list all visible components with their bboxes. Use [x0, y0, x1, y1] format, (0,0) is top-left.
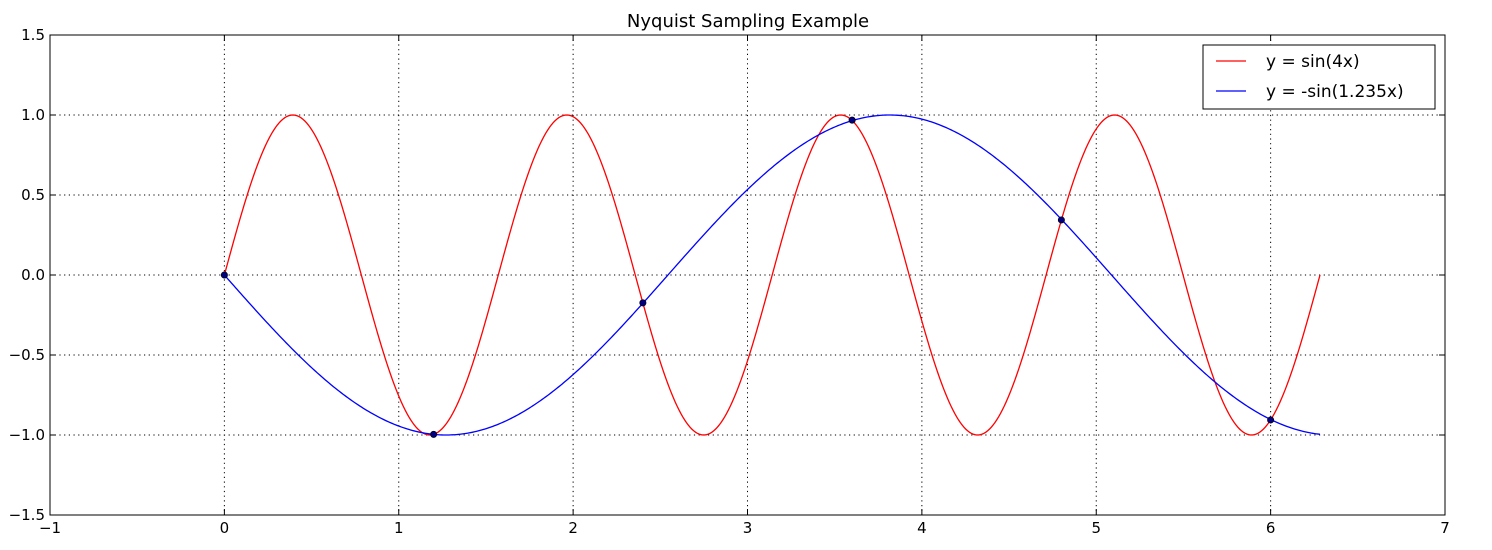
- legend-box: [1202, 44, 1436, 110]
- y-tick-label: 0.0: [21, 266, 45, 284]
- sample-point: [1267, 416, 1275, 424]
- sample-point: [639, 299, 647, 307]
- sample-point: [430, 430, 438, 438]
- x-tick-label: 4: [917, 519, 927, 537]
- x-tick-label: 1: [394, 519, 404, 537]
- chart-title: Nyquist Sampling Example: [627, 11, 869, 32]
- x-tick-label: 6: [1266, 519, 1276, 537]
- sample-point: [220, 271, 228, 279]
- x-tick-label: 0: [220, 519, 230, 537]
- y-tick-label: 1.5: [21, 26, 45, 44]
- sample-point: [848, 116, 856, 124]
- legend: y = sin(4x) y = -sin(1.235x): [1202, 44, 1436, 110]
- x-tick-label: 5: [1091, 519, 1101, 537]
- x-tick-label: 3: [743, 519, 753, 537]
- y-tick-label: 1.0: [21, 106, 45, 124]
- y-tick-label: −1.0: [9, 426, 45, 444]
- grid: [50, 35, 1445, 515]
- legend-label-1: y = -sin(1.235x): [1266, 82, 1404, 102]
- sample-point: [1057, 216, 1065, 224]
- y-tick-label: −0.5: [9, 346, 45, 364]
- x-tick-labels: −1 0 1 2 3 4 5 6 7: [39, 519, 1450, 537]
- series-lines: [223, 114, 1321, 436]
- y-tick-label: 0.5: [21, 186, 45, 204]
- axis-ticks: [49, 34, 1446, 516]
- series-line-0: [223, 114, 1321, 436]
- legend-label-0: y = sin(4x): [1266, 52, 1360, 72]
- y-tick-labels: 1.5 1.0 0.5 0.0 −0.5 −1.0 −1.5: [9, 26, 45, 524]
- x-tick-label: 7: [1440, 519, 1450, 537]
- y-tick-label: −1.5: [9, 506, 45, 524]
- x-tick-label: −1: [39, 519, 61, 537]
- x-tick-label: 2: [568, 519, 578, 537]
- sample-points: [220, 116, 1275, 438]
- series-line-1: [223, 114, 1321, 436]
